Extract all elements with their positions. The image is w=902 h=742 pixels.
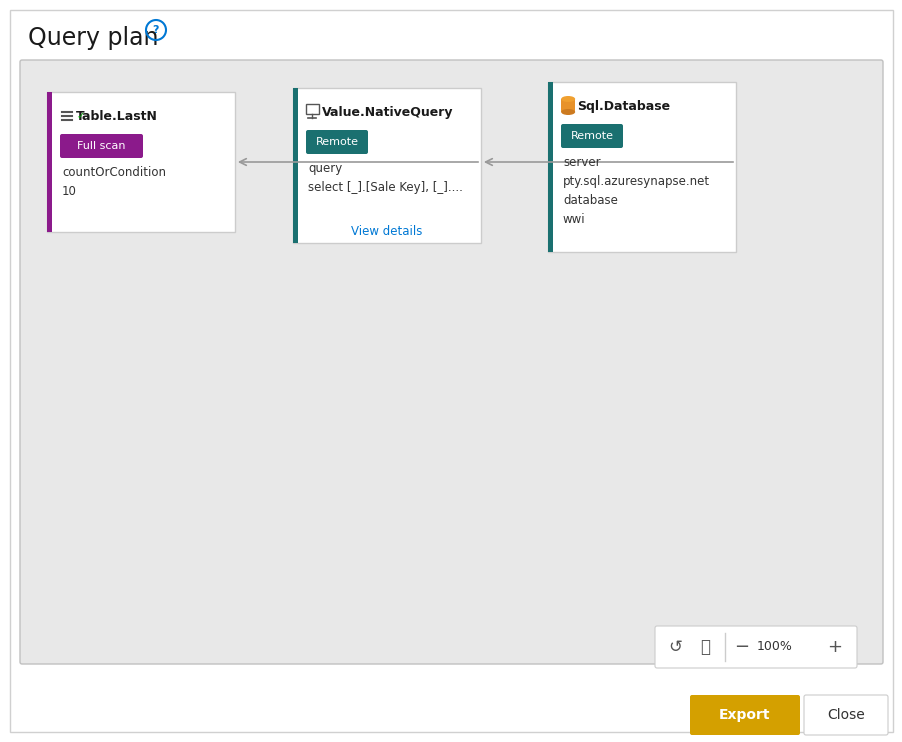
Text: ?: ? (152, 25, 159, 35)
Text: 10: 10 (62, 185, 77, 198)
FancyBboxPatch shape (47, 92, 52, 232)
Text: pty.sql.azuresynapse.net: pty.sql.azuresynapse.net (562, 175, 709, 188)
Text: −: − (733, 638, 749, 656)
Text: Remote: Remote (570, 131, 612, 141)
Ellipse shape (560, 109, 575, 115)
Text: database: database (562, 194, 617, 207)
Text: wwi: wwi (562, 213, 585, 226)
Ellipse shape (560, 96, 575, 102)
FancyBboxPatch shape (560, 124, 622, 148)
Text: Sql.Database: Sql.Database (576, 100, 669, 113)
Text: ✓: ✓ (76, 111, 84, 121)
Text: countOrCondition: countOrCondition (62, 166, 166, 179)
FancyBboxPatch shape (292, 88, 481, 243)
Text: query: query (308, 162, 342, 175)
FancyBboxPatch shape (548, 82, 735, 252)
Text: Export: Export (719, 708, 770, 722)
Text: ⌖: ⌖ (699, 638, 709, 656)
FancyBboxPatch shape (60, 134, 143, 158)
FancyBboxPatch shape (689, 695, 799, 735)
Text: Close: Close (826, 708, 864, 722)
Text: 100%: 100% (756, 640, 792, 654)
Text: select [_].[Sale Key], [_]....: select [_].[Sale Key], [_].... (308, 181, 463, 194)
Text: View details: View details (351, 225, 422, 238)
FancyBboxPatch shape (560, 99, 575, 112)
FancyBboxPatch shape (47, 92, 235, 232)
FancyBboxPatch shape (20, 60, 882, 664)
Text: Value.NativeQuery: Value.NativeQuery (322, 106, 453, 119)
FancyBboxPatch shape (803, 695, 887, 735)
Text: Table.LastN: Table.LastN (76, 110, 158, 123)
Text: Full scan: Full scan (78, 141, 125, 151)
FancyBboxPatch shape (292, 88, 298, 243)
FancyBboxPatch shape (654, 626, 856, 668)
Text: Remote: Remote (315, 137, 358, 147)
Text: Query plan: Query plan (28, 26, 159, 50)
FancyBboxPatch shape (548, 82, 552, 252)
Text: ↺: ↺ (667, 638, 681, 656)
Text: +: + (826, 638, 842, 656)
FancyBboxPatch shape (306, 130, 368, 154)
Text: server: server (562, 156, 600, 169)
